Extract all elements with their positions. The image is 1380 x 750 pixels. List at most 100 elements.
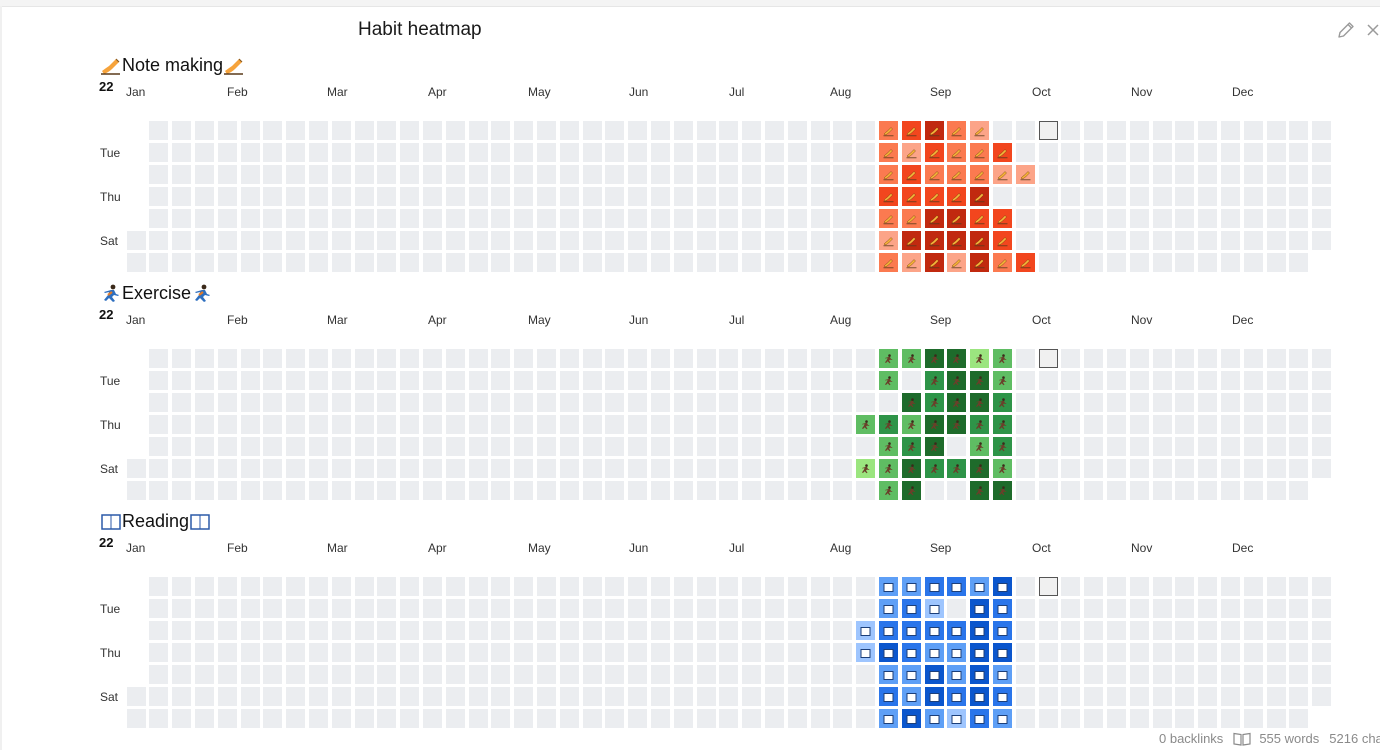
heatmap-day-cell[interactable] xyxy=(696,621,716,640)
heatmap-day-cell[interactable] xyxy=(354,599,374,618)
heatmap-day-cell[interactable] xyxy=(924,415,944,434)
heatmap-day-cell[interactable] xyxy=(992,371,1012,390)
heatmap-day-cell[interactable] xyxy=(1175,371,1195,390)
heatmap-day-cell[interactable] xyxy=(422,665,442,684)
heatmap-day-cell[interactable] xyxy=(742,643,762,662)
heatmap-day-cell[interactable] xyxy=(240,143,260,162)
heatmap-day-cell[interactable] xyxy=(1061,577,1081,596)
heatmap-day-cell[interactable] xyxy=(536,459,556,478)
heatmap-day-cell[interactable] xyxy=(286,209,306,228)
heatmap-day-cell[interactable] xyxy=(536,643,556,662)
heatmap-day-cell[interactable] xyxy=(901,437,921,456)
heatmap-day-cell[interactable] xyxy=(308,253,328,272)
heatmap-day-cell[interactable] xyxy=(696,209,716,228)
heatmap-day-cell[interactable] xyxy=(559,143,579,162)
heatmap-day-cell[interactable] xyxy=(1198,187,1218,206)
heatmap-day-cell[interactable] xyxy=(719,143,739,162)
heatmap-day-cell[interactable] xyxy=(605,209,625,228)
heatmap-day-cell[interactable] xyxy=(810,371,830,390)
heatmap-day-cell[interactable] xyxy=(172,253,192,272)
heatmap-day-cell[interactable] xyxy=(673,209,693,228)
heatmap-day-cell[interactable] xyxy=(286,687,306,706)
heatmap-day-cell[interactable] xyxy=(514,481,534,500)
heatmap-day-cell[interactable] xyxy=(445,437,465,456)
heatmap-day-cell[interactable] xyxy=(856,165,876,184)
heatmap-day-cell[interactable] xyxy=(308,209,328,228)
heatmap-day-cell[interactable] xyxy=(308,481,328,500)
heatmap-day-cell[interactable] xyxy=(1220,415,1240,434)
heatmap-day-cell[interactable] xyxy=(536,121,556,140)
heatmap-day-cell[interactable] xyxy=(354,687,374,706)
heatmap-day-cell[interactable] xyxy=(536,481,556,500)
heatmap-day-cell[interactable] xyxy=(1038,709,1058,728)
heatmap-day-cell[interactable] xyxy=(924,231,944,250)
heatmap-day-cell[interactable] xyxy=(764,687,784,706)
heatmap-day-cell[interactable] xyxy=(673,143,693,162)
heatmap-day-cell[interactable] xyxy=(1015,121,1035,140)
heatmap-day-cell[interactable] xyxy=(172,349,192,368)
heatmap-day-cell[interactable] xyxy=(217,121,237,140)
heatmap-day-cell[interactable] xyxy=(1312,187,1332,206)
heatmap-day-cell[interactable] xyxy=(787,459,807,478)
heatmap-day-cell[interactable] xyxy=(1312,577,1332,596)
heatmap-day-cell[interactable] xyxy=(878,253,898,272)
heatmap-day-cell[interactable] xyxy=(878,687,898,706)
heatmap-day-cell[interactable] xyxy=(582,709,602,728)
heatmap-day-cell[interactable] xyxy=(1312,415,1332,434)
heatmap-day-cell[interactable] xyxy=(878,143,898,162)
heatmap-day-cell[interactable] xyxy=(149,143,169,162)
heatmap-day-cell[interactable] xyxy=(1038,143,1058,162)
heatmap-day-cell[interactable] xyxy=(263,415,283,434)
heatmap-day-cell[interactable] xyxy=(1152,371,1172,390)
heatmap-day-cell[interactable] xyxy=(559,393,579,412)
heatmap-day-cell[interactable] xyxy=(263,253,283,272)
heatmap-day-cell[interactable] xyxy=(377,459,397,478)
heatmap-day-cell[interactable] xyxy=(924,599,944,618)
heatmap-day-cell[interactable] xyxy=(673,187,693,206)
heatmap-day-cell[interactable] xyxy=(696,599,716,618)
heatmap-day-cell[interactable] xyxy=(901,121,921,140)
heatmap-day-cell[interactable] xyxy=(787,143,807,162)
heatmap-day-cell[interactable] xyxy=(628,709,648,728)
heatmap-day-cell[interactable] xyxy=(1152,577,1172,596)
heatmap-day-cell[interactable] xyxy=(970,709,990,728)
heatmap-day-cell[interactable] xyxy=(1175,481,1195,500)
heatmap-day-cell[interactable] xyxy=(924,665,944,684)
heatmap-day-cell[interactable] xyxy=(1243,231,1263,250)
heatmap-day-cell[interactable] xyxy=(536,349,556,368)
heatmap-day-cell[interactable] xyxy=(536,577,556,596)
heatmap-day-cell[interactable] xyxy=(240,665,260,684)
heatmap-day-cell[interactable] xyxy=(878,209,898,228)
heatmap-day-cell[interactable] xyxy=(742,209,762,228)
heatmap-day-cell[interactable] xyxy=(901,209,921,228)
heatmap-day-cell[interactable] xyxy=(377,253,397,272)
heatmap-day-cell[interactable] xyxy=(1243,165,1263,184)
heatmap-day-cell[interactable] xyxy=(240,437,260,456)
heatmap-day-cell[interactable] xyxy=(149,709,169,728)
heatmap-day-cell[interactable] xyxy=(1129,143,1149,162)
heatmap-day-cell[interactable] xyxy=(1175,709,1195,728)
heatmap-day-cell[interactable] xyxy=(217,437,237,456)
heatmap-day-cell[interactable] xyxy=(559,121,579,140)
heatmap-day-cell[interactable] xyxy=(1289,599,1309,618)
heatmap-day-cell[interactable] xyxy=(286,459,306,478)
heatmap-day-cell[interactable] xyxy=(628,459,648,478)
heatmap-day-cell[interactable] xyxy=(559,577,579,596)
heatmap-day-cell[interactable] xyxy=(719,643,739,662)
heatmap-day-cell[interactable] xyxy=(1015,709,1035,728)
heatmap-day-cell[interactable] xyxy=(400,371,420,390)
heatmap-day-cell[interactable] xyxy=(1152,709,1172,728)
heatmap-day-cell[interactable] xyxy=(194,459,214,478)
heatmap-day-cell[interactable] xyxy=(924,459,944,478)
heatmap-day-cell[interactable] xyxy=(856,665,876,684)
heatmap-day-cell[interactable] xyxy=(764,231,784,250)
heatmap-day-cell[interactable] xyxy=(194,371,214,390)
heatmap-day-cell[interactable] xyxy=(263,665,283,684)
heatmap-day-cell[interactable] xyxy=(308,371,328,390)
heatmap-day-cell[interactable] xyxy=(172,393,192,412)
heatmap-day-cell[interactable] xyxy=(1243,415,1263,434)
heatmap-day-cell[interactable] xyxy=(1061,253,1081,272)
heatmap-day-cell[interactable] xyxy=(833,709,853,728)
heatmap-day-cell[interactable] xyxy=(628,643,648,662)
heatmap-day-cell[interactable] xyxy=(331,349,351,368)
